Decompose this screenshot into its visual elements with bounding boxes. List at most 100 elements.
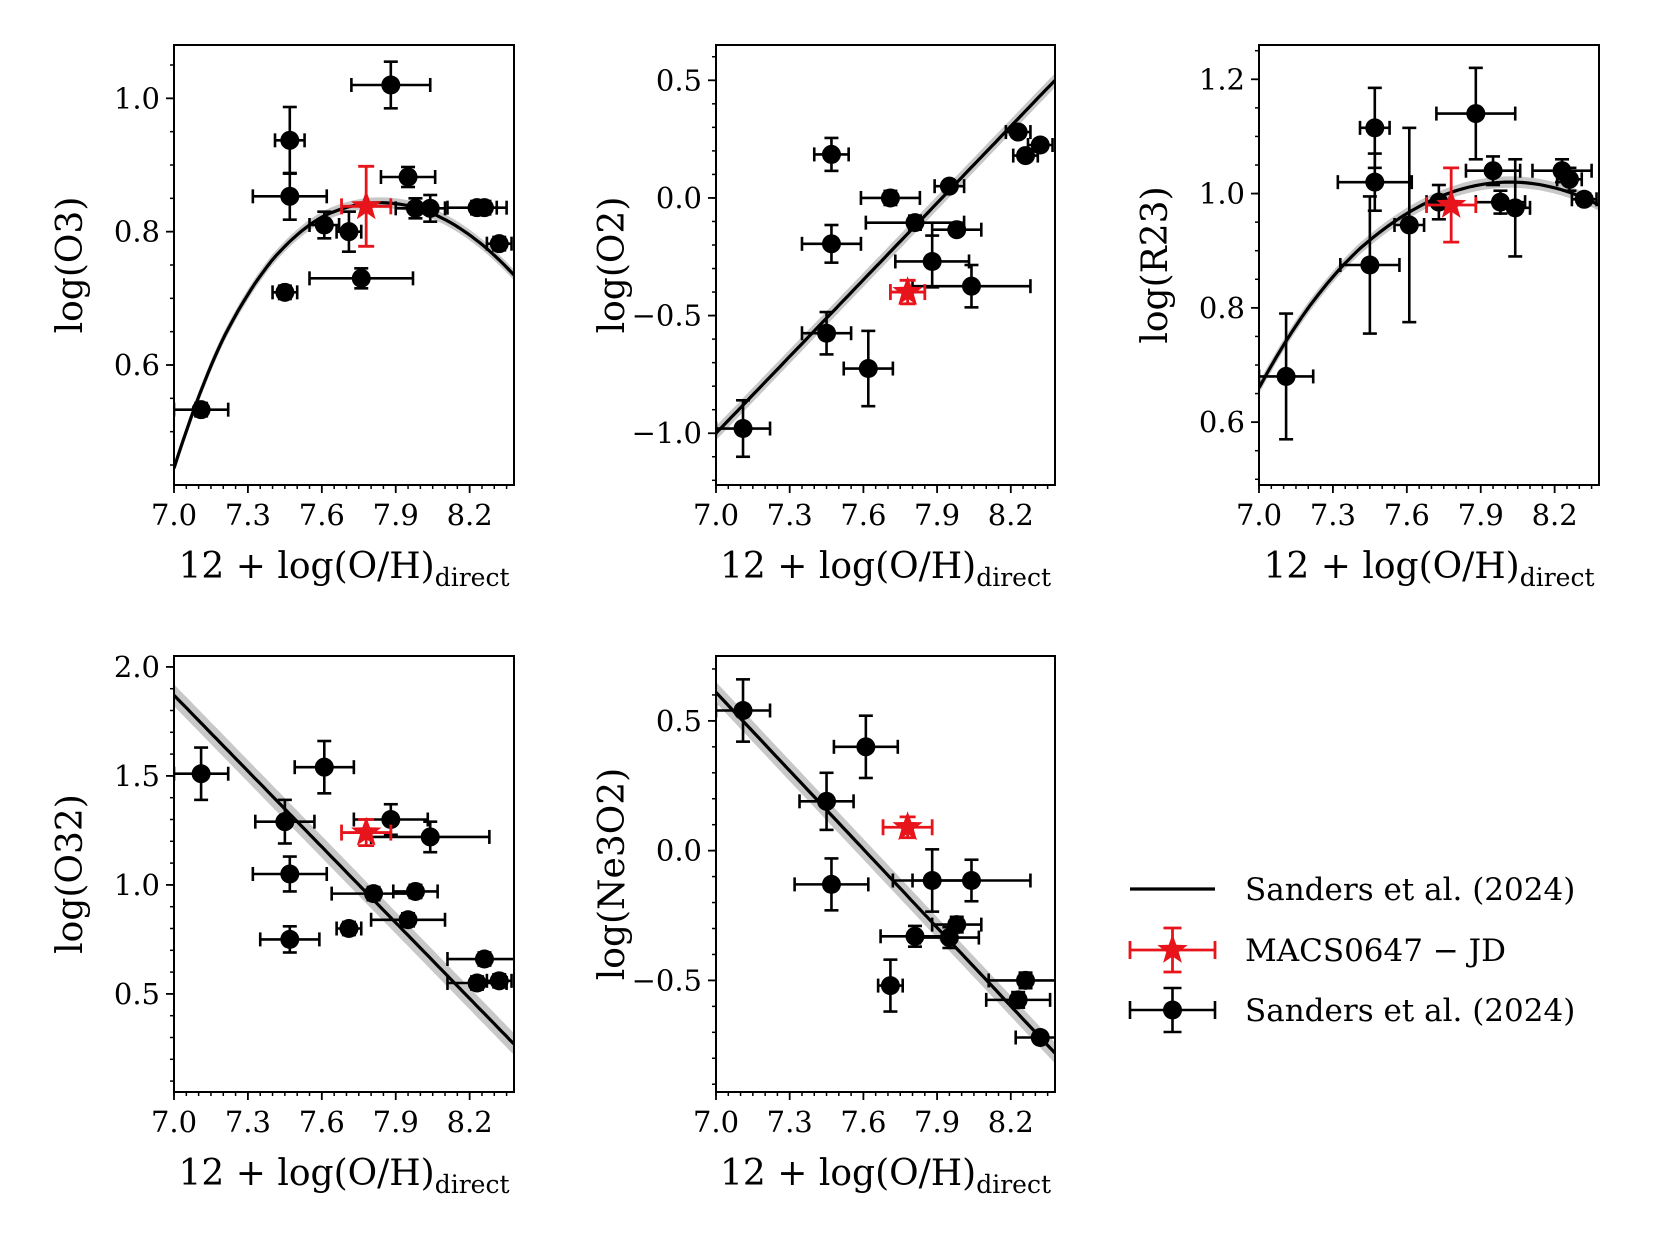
o32-x-tick-label: 7.9 [373,1105,419,1139]
o2-point-marker [821,234,841,254]
r23-point-1 [1339,195,1401,335]
ne3o2-x-tick-label: 7.0 [693,1105,739,1139]
o3-x-axis-label-main: 12 + log(O/H) [178,546,434,587]
r23-fit-band [1259,176,1599,394]
o32-point-5 [335,919,363,938]
ne3o2-point-0 [716,678,772,743]
o2-point-10 [911,263,1032,309]
o3-point-marker [280,186,300,206]
panel-r23: 7.0 7.3 7.6 7.9 8.2 0.6 0.8 1.0 1.2 12 + log(O/H)… [1135,44,1600,592]
o32-point-marker [467,973,487,993]
ne3o2-x-axis-label: 12 + log(O/H)direct [720,1153,1051,1199]
legend-star-swatch [1157,934,1188,963]
o2-point-2 [812,136,850,173]
o32-point-marker [280,929,300,949]
o32-point-marker [275,812,295,832]
o3-y-tick-label: 0.8 [114,215,160,249]
ne3o2-x-tick-label: 7.6 [840,1105,886,1139]
o2-point-8 [933,176,966,196]
o2-point-marker [858,359,878,379]
r23-target-star [1436,189,1467,218]
o2-point-marker [922,251,942,271]
o2-point-marker [821,144,841,164]
o32-x-axis-label: 12 + log(O/H)direct [178,1153,509,1199]
ne3o2-point-8 [930,915,983,935]
legend-entry-2: Sanders et al. (2024) [1128,986,1575,1034]
o32-point-marker [364,884,384,904]
o32-point-marker [420,827,440,847]
panel-ne3o2: 7.0 7.3 7.6 7.9 8.2 −0.5 0.0 0.5 12 + log(O/H)di… [592,655,1056,1199]
ne3o2-axes-frame [715,655,1056,1093]
r23-point-3 [1336,152,1414,213]
ne3o2-plot-area [716,678,1055,1064]
o2-x-tick-label: 7.6 [840,498,886,532]
r23-point-2 [1358,86,1391,170]
legend: Sanders et al. (2024) MACS0647 − JD Sander… [1128,872,1575,1034]
o32-x-tick-label: 7.0 [151,1105,197,1139]
ne3o2-fit-line [716,691,1055,1055]
o2-plot-area [716,73,1055,459]
r23-point-marker [1559,169,1579,189]
ne3o2-target-point [881,811,934,841]
ne3o2-y-axis-label: log(Ne3O2) [592,768,633,980]
o32-point-marker [381,810,401,829]
o32-point-12 [446,949,514,969]
o3-target-star [351,190,382,220]
r23-point-9 [1499,157,1532,258]
o2-x-tick-label: 7.0 [693,498,739,532]
o2-point-marker [1008,122,1028,142]
ne3o2-point-9 [911,858,1032,903]
o32-point-0 [174,746,230,802]
legend-label-0: Sanders et al. (2024) [1245,872,1575,908]
o3-point-marker [489,234,509,254]
o2-fit-line [716,79,1055,435]
o3-x-tick-label: 7.0 [151,498,197,532]
o2-point-marker [961,276,981,296]
o32-point-marker [191,764,211,784]
o32-fit-line [174,694,514,1046]
o2-target-star [892,276,923,305]
o2-x-tick-label: 8.2 [988,498,1034,532]
r23-y-tick-label: 0.8 [1199,291,1245,325]
ne3o2-target-star [892,811,923,841]
o3-point-10 [414,193,447,223]
o3-point-marker [420,198,440,218]
o2-point-1 [800,310,853,356]
o3-point-2 [273,105,306,175]
o2-y-axis-label: log(O2) [592,197,633,334]
r23-point-marker [1360,255,1380,275]
ne3o2-point-12 [1014,1028,1055,1047]
ne3o2-point-3 [832,714,900,780]
o2-axes-frame [715,44,1056,486]
o32-y-tick-label: 1.5 [114,759,160,793]
panel-o2: 7.0 7.3 7.6 7.9 8.2 −1.0 −0.5 0.0 0.5 12 + log(O/… [592,44,1056,592]
r23-x-tick-label: 8.2 [1532,498,1578,532]
ne3o2-point-marker [947,915,967,935]
o2-point-marker [880,188,900,208]
o32-point-9 [391,881,439,901]
r23-point-marker [1399,215,1419,235]
r23-x-tick-label: 7.6 [1384,498,1430,532]
o2-x-axis-label-sub: direct [976,563,1051,592]
o32-point-marker [314,757,334,777]
o3-x-axis-label-sub: direct [435,563,510,592]
ne3o2-x-axis-label-main: 12 + log(O/H) [720,1153,976,1194]
o3-point-4 [308,210,341,240]
r23-point-marker [1483,161,1503,181]
o2-x-axis-label-main: 12 + log(O/H) [720,546,976,587]
o3-x-tick-label: 8.2 [447,498,493,532]
o32-point-marker [489,971,509,991]
legend-entry-0: Sanders et al. (2024) [1130,872,1575,908]
o3-point-0 [174,400,230,420]
r23-plot-area [1259,66,1599,441]
r23-point-marker [1466,104,1486,124]
legend-label-2: Sanders et al. (2024) [1245,993,1575,1029]
o2-point-marker [939,176,959,196]
o2-point-0 [716,398,772,459]
o3-point-1 [271,282,299,302]
o32-y-axis-label: log(O32) [50,794,91,954]
r23-x-tick-label: 7.0 [1236,498,1282,532]
ne3o2-x-tick-label: 8.2 [988,1105,1034,1139]
ne3o2-y-tick-label: −0.5 [632,963,702,997]
